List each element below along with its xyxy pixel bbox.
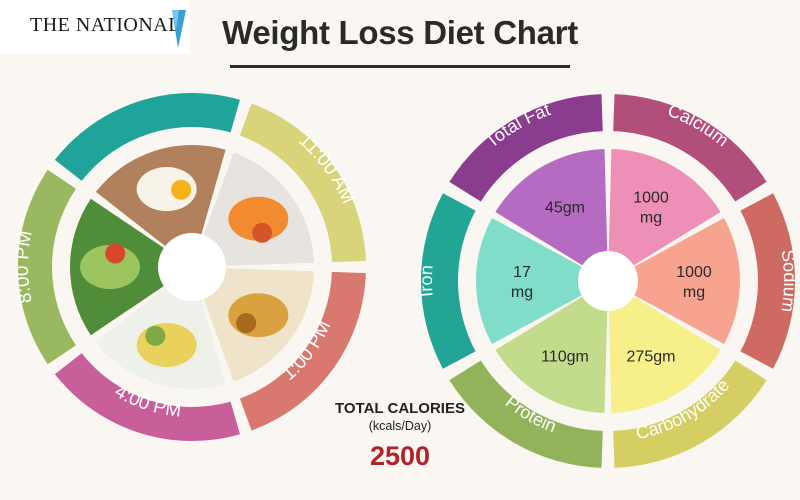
meal-ring-segment-1-00-pm <box>239 271 366 431</box>
brand-mark-icon <box>172 10 186 48</box>
meal-ring-segment-8-00-pm <box>17 169 76 365</box>
calories-value: 2500 <box>369 441 431 471</box>
meal-food-detail-salad <box>105 243 126 264</box>
nutrient-value-protein: 110gm <box>541 348 589 365</box>
meal-ring-segment-11-00-am <box>239 103 366 263</box>
nutrient-ring-segment-sodium <box>740 193 795 369</box>
meal-food-dal-and-roti <box>228 293 289 338</box>
meal-time-label-9-00-am: 9:00 AM <box>0 0 35 5</box>
meal-food-boiled-eggs <box>136 167 197 212</box>
brand-logo: THE NATIONAL <box>0 0 190 54</box>
nutrient-value-iron: 17 mg <box>511 264 533 301</box>
meal-food-papaya <box>228 196 289 241</box>
nutrient-wedge-sodium <box>608 218 741 344</box>
nutrient-value-calcium: 1000 mg <box>633 190 669 227</box>
nutrient-ring-segment-iron <box>421 193 476 369</box>
nutrient-value-total-fat: 45gm <box>545 200 585 217</box>
meal-ring-segment-9-00-am <box>54 93 240 181</box>
nutrient-wheel-center <box>578 251 638 311</box>
meal-ring-segment-4-00-pm <box>54 353 240 441</box>
meal-food-detail-boiled-eggs <box>171 179 192 200</box>
nutrient-wedge-iron <box>476 218 608 344</box>
nutrient-wedge-carbohydrate <box>608 281 721 413</box>
nutrient-name-sodium: Sodium <box>777 248 800 313</box>
meal-wheel-center <box>158 233 226 301</box>
title-underline <box>230 65 570 68</box>
calories-label: TOTAL CALORIES <box>334 400 465 417</box>
nutrient-value-sodium: 1000 mg <box>676 264 712 301</box>
nutrient-ring-segment-calcium <box>613 94 767 202</box>
total-calories: TOTAL CALORIES (kcals/Day) 2500 <box>325 400 475 472</box>
nutrient-wedge-protein <box>495 281 608 413</box>
calories-unit: (kcals/Day) <box>368 419 432 433</box>
meal-food-detail-papaya <box>252 222 273 243</box>
page-title: Weight Loss Diet Chart <box>222 14 578 51</box>
nutrient-ring-segment-total-fat <box>449 94 603 202</box>
nutrient-value-carbohydrate: 275gm <box>627 348 676 365</box>
nutrient-ring-segment-protein <box>449 360 603 468</box>
meal-food-salad <box>80 245 140 289</box>
nutrient-wedge-calcium <box>608 149 721 281</box>
meal-food-vegetable-soup <box>136 322 197 367</box>
meal-food-detail-dal-and-roti <box>236 313 257 334</box>
nutrient-name-iron: Iron <box>416 265 437 298</box>
meal-food-detail-vegetable-soup <box>145 325 166 346</box>
meal-schedule-wheel: 9:00 AM11:00 AM1:00 PM4:00 PM8:00 PM <box>0 0 366 441</box>
meal-time-label-8-00-pm: 8:00 PM <box>12 229 37 305</box>
nutrient-wedge-total-fat <box>495 149 608 281</box>
nutrient-ring-segment-carbohydrate <box>613 360 767 468</box>
brand-name: THE NATIONAL <box>30 14 181 36</box>
